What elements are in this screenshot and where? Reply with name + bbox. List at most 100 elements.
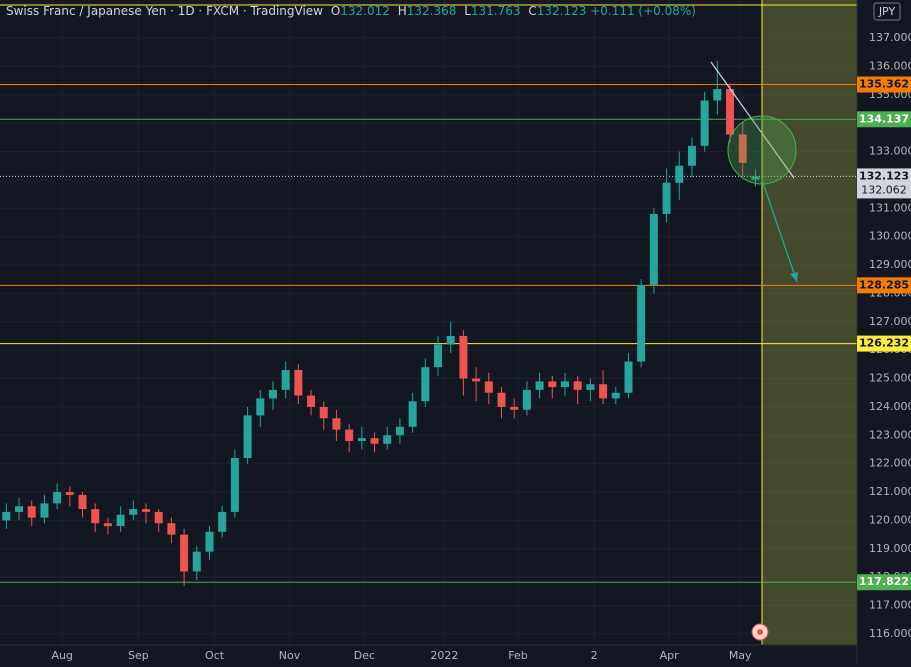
currency-badge[interactable]: [873, 2, 901, 21]
price-badge: [857, 111, 911, 128]
change: +0.111 (+0.08%): [590, 4, 696, 18]
candle-body: [205, 531, 214, 552]
candle-body: [345, 429, 354, 441]
candle-body: [383, 435, 392, 444]
candle-body: [192, 551, 201, 572]
candle-body: [370, 438, 379, 444]
arrow-head: [790, 272, 798, 282]
ohlc-letter: O: [330, 4, 341, 18]
forecast-zone: [762, 0, 857, 645]
ohlc-letter: L: [464, 4, 471, 18]
candle-body: [484, 381, 493, 393]
candle-body: [129, 509, 138, 515]
candle-body: [319, 406, 328, 419]
candle-body: [91, 509, 100, 524]
price-badge-label: 132.123: [859, 169, 909, 182]
candle-body: [180, 534, 189, 572]
candle-body: [472, 378, 481, 382]
candle-body: [53, 492, 62, 504]
price-badge-label: 128.285: [859, 278, 909, 291]
y-tick-label: 133.000: [869, 145, 911, 158]
candle-body: [713, 89, 722, 101]
x-tick-label: Nov: [279, 649, 301, 662]
candle-body: [751, 176, 760, 180]
y-tick-label: 131.000: [869, 201, 911, 214]
y-tick-label: 122.000: [869, 457, 911, 470]
y-tick-label: 123.000: [869, 428, 911, 441]
candle-body: [560, 381, 569, 388]
x-tick-label: Aug: [51, 649, 72, 662]
candle-body: [510, 406, 519, 410]
candle-body: [700, 100, 709, 146]
candle-body: [497, 392, 506, 407]
candle-body: [586, 384, 595, 390]
candle-body: [726, 89, 735, 135]
x-tick-label: Apr: [660, 649, 680, 662]
candle-body: [649, 213, 658, 285]
candle-body: [459, 335, 468, 379]
candle-body: [103, 523, 112, 527]
candle-body: [294, 370, 303, 396]
x-tick-label: Oct: [205, 649, 225, 662]
candle-body: [2, 511, 11, 521]
event-icon-dot: [757, 629, 763, 635]
candle-body: [624, 361, 633, 393]
circle-drawing: [727, 115, 797, 185]
x-tick-label: Sep: [128, 649, 149, 662]
candle-body: [408, 401, 417, 427]
candle-body: [281, 370, 290, 390]
candle-body: [421, 367, 430, 402]
ohlc-value: 132.368: [406, 4, 457, 18]
candle-body: [662, 182, 671, 214]
candle-body: [307, 395, 316, 407]
price-badge-label: 126.232: [859, 337, 909, 350]
candle-body: [142, 509, 151, 512]
candle-body: [332, 418, 341, 430]
x-tick-label: Dec: [354, 649, 375, 662]
x-tick-label: 2: [591, 649, 598, 662]
candle-body: [243, 415, 252, 458]
candle-body: [65, 492, 74, 495]
candle-body: [256, 398, 265, 416]
ohlc-value: 132.123: [536, 4, 587, 18]
price-badge: [857, 335, 911, 352]
candle-body: [15, 506, 24, 512]
candle-body: [78, 494, 87, 510]
x-tick-label: 2022: [430, 649, 458, 662]
ohlc-letter: C: [528, 4, 537, 18]
x-tick-label: Feb: [508, 649, 527, 662]
candle-body: [687, 145, 696, 166]
y-tick-label: 124.000: [869, 400, 911, 413]
candle-body: [167, 523, 176, 535]
price-badge: [857, 168, 911, 185]
candle-body: [357, 438, 366, 441]
arrow-line: [761, 179, 798, 283]
price-badge: [857, 277, 911, 294]
y-tick-label: 136.000: [869, 59, 911, 72]
symbol-title: Swiss Franc / Japanese Yen · 1D · FXCM ·…: [6, 4, 323, 18]
candle-body: [738, 134, 747, 163]
y-tick-label: 137.000: [869, 31, 911, 44]
y-tick-label: 117.000: [869, 599, 911, 612]
currency-label: JPY: [878, 5, 896, 18]
y-tick-label: 130.000: [869, 230, 911, 243]
candle-body: [27, 506, 36, 518]
candle-body: [434, 344, 443, 368]
candle-body: [599, 384, 608, 399]
candle-body: [40, 503, 49, 518]
price-badge: [857, 574, 911, 591]
candle-body: [218, 511, 227, 532]
candle-body: [116, 514, 125, 527]
candle-body: [535, 381, 544, 390]
candle-body: [548, 381, 557, 388]
ohlc-value: 132.012: [340, 4, 390, 18]
y-tick-label: 125.000: [869, 372, 911, 385]
y-tick-label: 129.000: [869, 258, 911, 271]
candle-body: [611, 392, 620, 399]
candle-body: [675, 165, 684, 183]
y-tick-label: 121.000: [869, 485, 911, 498]
x-tick-label: May: [729, 649, 752, 662]
